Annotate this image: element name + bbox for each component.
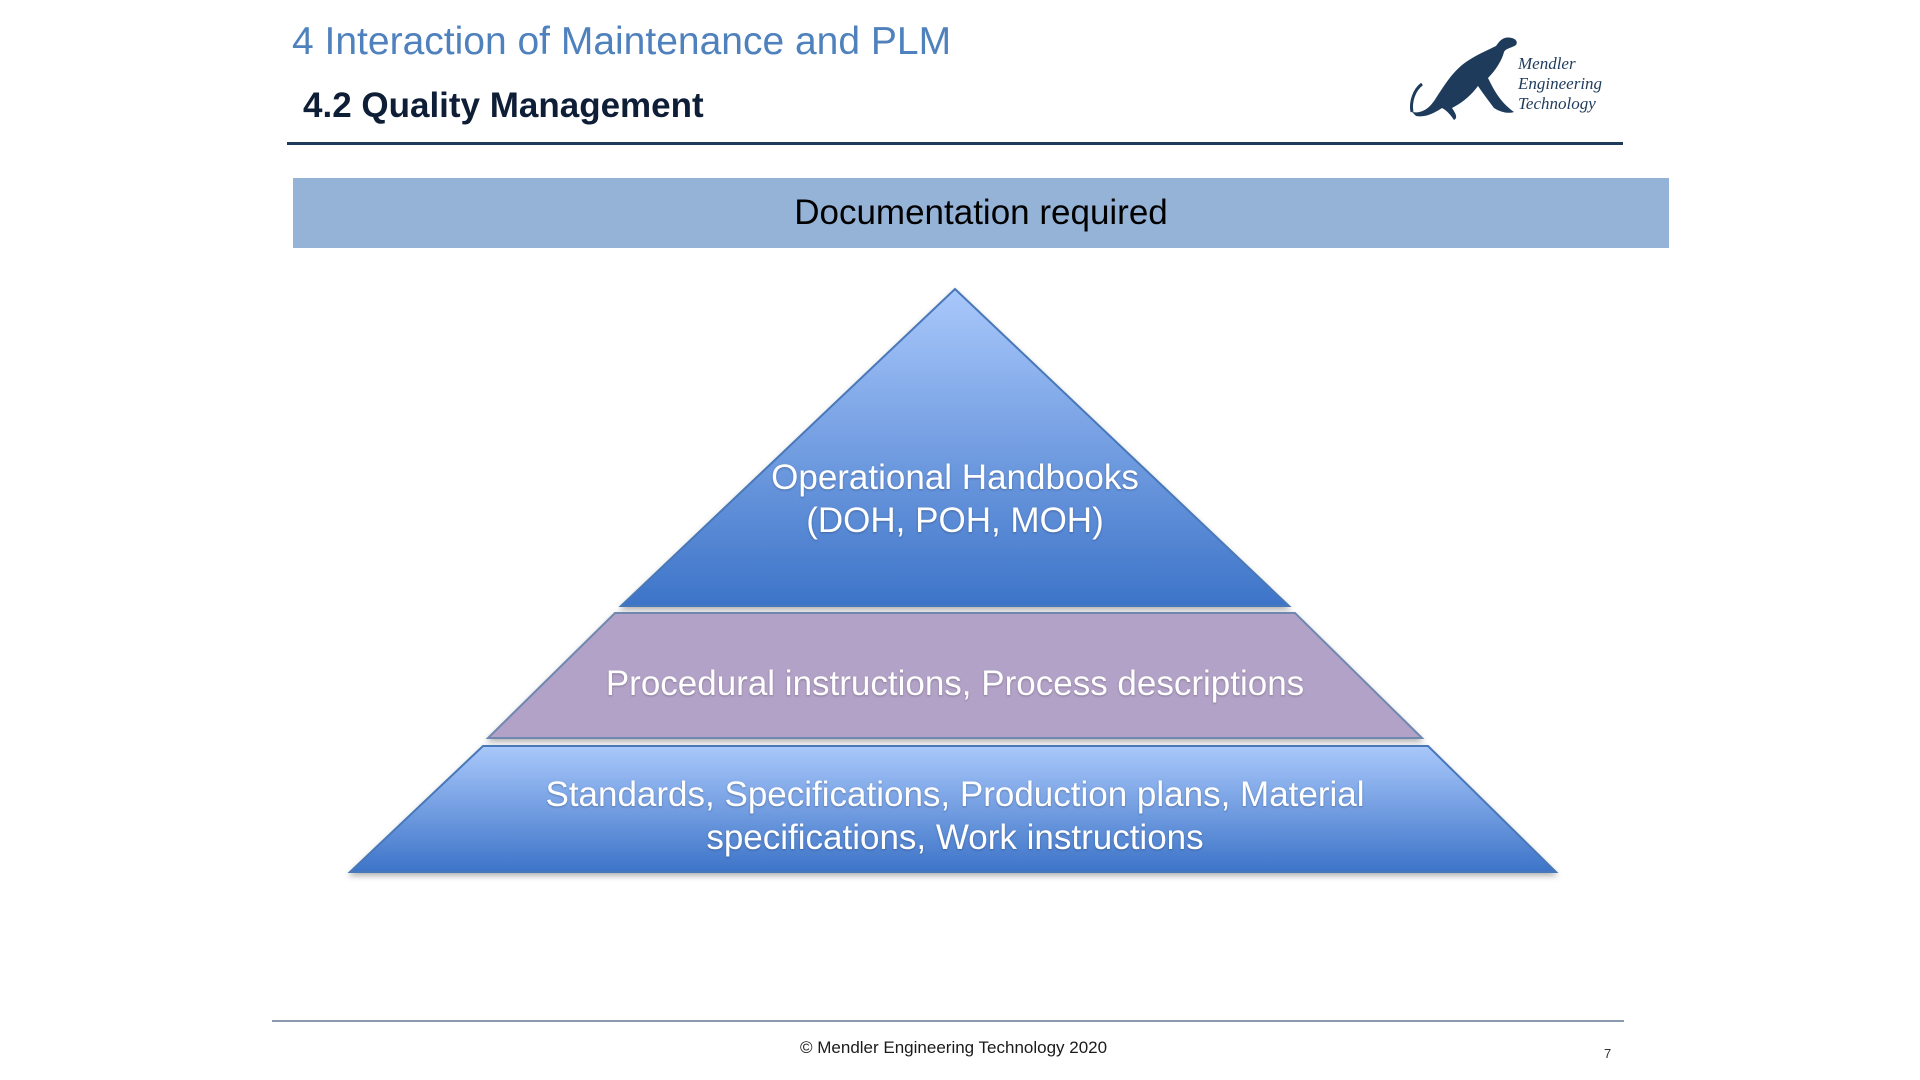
banner-text: Documentation required [794,193,1168,232]
pyramid-tier-top [618,287,1292,607]
pyramid-tier-top-label: Operational Handbooks (DOH, POH, MOH) [771,458,1139,540]
chapter-title: 4 Interaction of Maintenance and PLM [292,20,952,63]
documentation-banner: Documentation required [293,178,1669,248]
footer-divider [272,1020,1624,1022]
pyramid-tier-bottom [347,745,1559,873]
logo-line-1: Mendler [1518,54,1576,73]
logo-line-2: Engineering [1518,74,1603,93]
pyramid-tier-bottom-label: Standards, Specifications, Production pl… [545,775,1365,857]
logo-line-3: Technology [1518,94,1596,113]
section-title: 4.2 Quality Management [303,86,704,125]
pyramid-tier-middle-label: Procedural instructions, Process descrip… [605,664,1305,703]
page-number: 7 [1604,1046,1612,1061]
pyramid-tier-middle [485,612,1425,739]
leaping-cat-icon [1410,37,1517,121]
header-divider [287,142,1623,145]
footer-copyright: © Mendler Engineering Technology 2020 [800,1038,1108,1057]
logo-text: Mendler Engineering Technology [1518,54,1602,114]
